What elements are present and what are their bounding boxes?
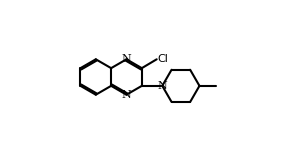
Text: N: N bbox=[157, 81, 167, 91]
Text: N: N bbox=[122, 54, 131, 64]
Text: Cl: Cl bbox=[158, 54, 169, 64]
Text: N: N bbox=[122, 90, 131, 100]
